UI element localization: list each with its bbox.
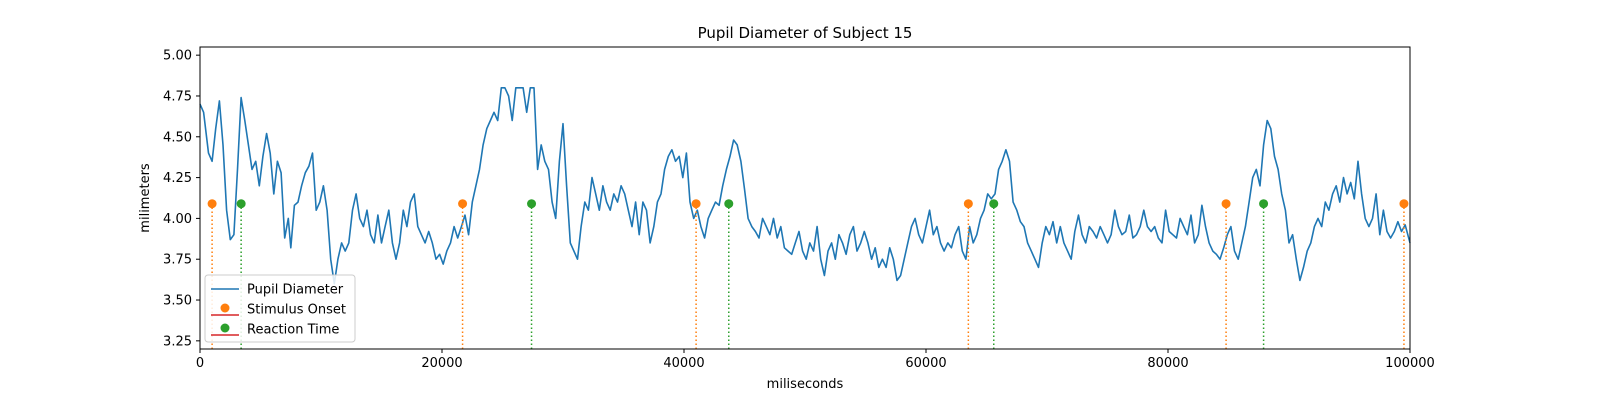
- reaction-time-marker: [527, 199, 537, 209]
- y-tick-label: 3.50: [163, 294, 192, 309]
- y-axis-title: milimeters: [138, 163, 153, 233]
- legend-swatch-marker: [220, 323, 230, 333]
- y-tick-label: 3.75: [163, 253, 192, 268]
- stimulus-onset-marker: [458, 199, 468, 209]
- x-tick-label: 40000: [663, 356, 704, 371]
- reaction-time-marker: [724, 199, 734, 209]
- reaction-time-marker: [1259, 199, 1269, 209]
- x-axis: 0 20000 40000 60000 80000 100000: [196, 349, 1435, 371]
- plot-frame: [199, 46, 1411, 350]
- reaction-time-marker: [236, 199, 246, 209]
- y-axis: 3.25 3.50 3.75 4.00 4.25 4.50 4.75 5.00: [163, 49, 200, 349]
- x-tick-label: 80000: [1147, 356, 1188, 371]
- x-tick-label: 60000: [905, 356, 946, 371]
- legend-label: Stimulus Onset: [247, 303, 346, 318]
- stimulus-onset-marker: [207, 199, 217, 209]
- legend-label: Pupil Diameter: [247, 283, 344, 298]
- y-tick-label: 4.25: [163, 171, 192, 186]
- stimulus-onset-marker: [1221, 199, 1231, 209]
- x-tick-label: 100000: [1385, 356, 1435, 371]
- y-tick-label: 3.25: [163, 334, 192, 349]
- x-axis-title: miliseconds: [767, 377, 844, 392]
- y-tick-label: 4.50: [163, 130, 192, 145]
- x-tick-label: 0: [196, 356, 204, 371]
- stimulus-onset-marker: [691, 199, 701, 209]
- chart-title: Pupil Diameter of Subject 15: [698, 24, 913, 42]
- legend-swatch-marker: [220, 303, 230, 313]
- y-tick-label: 4.00: [163, 212, 192, 227]
- reaction-time-marker: [989, 199, 999, 209]
- legend-box: [204, 274, 356, 343]
- pupil-diameter-line: [199, 87, 1411, 285]
- legend-label: Reaction Time: [247, 323, 339, 338]
- y-tick-label: 4.75: [163, 89, 192, 104]
- stimulus-onset-marker: [963, 199, 973, 209]
- legend: Pupil Diameter Stimulus Onset Reaction Tim…: [204, 274, 356, 343]
- series-layer: [199, 87, 1411, 349]
- stimulus-onset-marker: [1399, 199, 1409, 209]
- x-tick-label: 20000: [421, 356, 462, 371]
- y-tick-label: 5.00: [163, 49, 192, 64]
